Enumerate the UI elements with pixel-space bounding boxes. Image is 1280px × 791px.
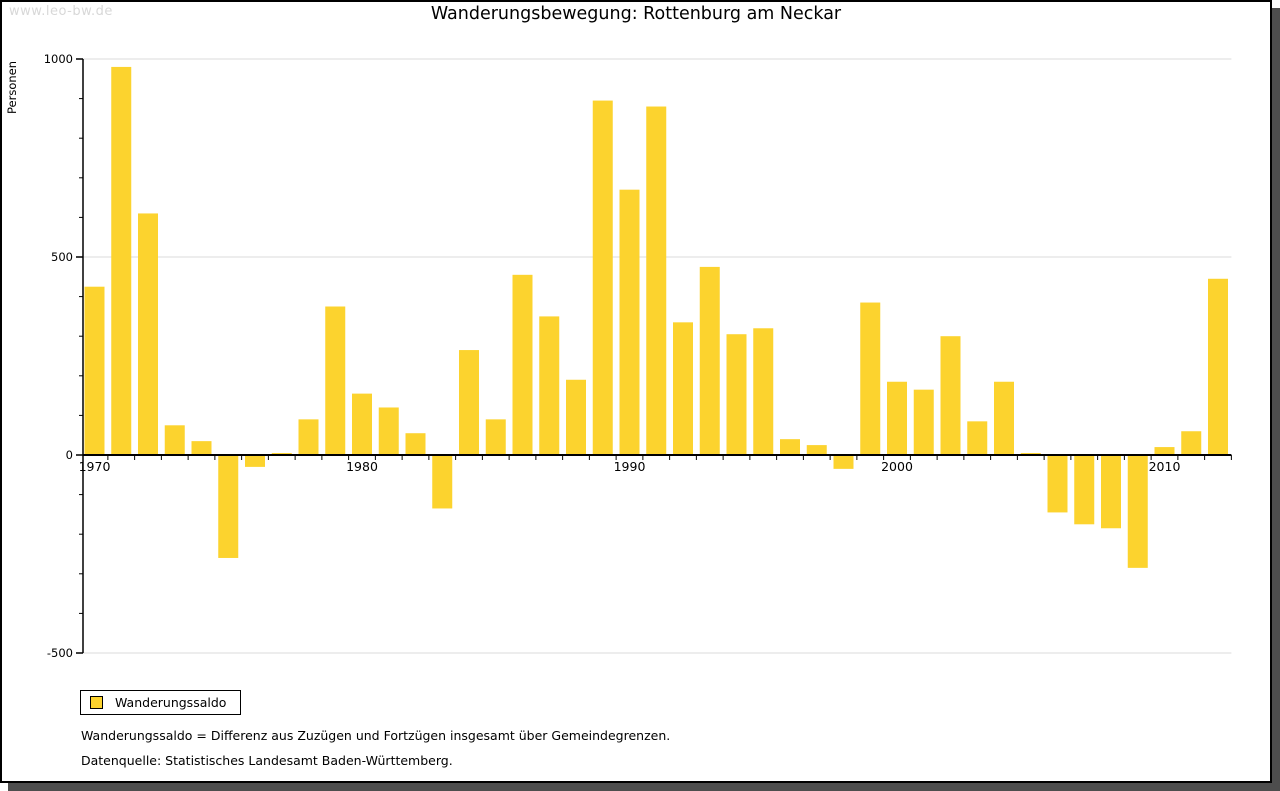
bar-1980 xyxy=(352,393,372,455)
bar-2000 xyxy=(887,381,907,455)
bar-1972 xyxy=(138,213,158,455)
bar-1970 xyxy=(84,286,105,455)
watermark-leo-bw: www.leo-bw.de xyxy=(9,4,113,19)
bar-1990 xyxy=(619,189,640,455)
bar-1998 xyxy=(833,455,854,469)
bar-1995 xyxy=(753,328,774,455)
bar-1992 xyxy=(673,322,693,455)
bar-1976 xyxy=(245,455,265,467)
bar-2003 xyxy=(967,421,988,455)
bar-1988 xyxy=(566,379,586,455)
bar-1991 xyxy=(646,106,667,456)
bar-1983 xyxy=(432,455,453,509)
bar-2004 xyxy=(994,381,1014,455)
bar-1987 xyxy=(539,316,560,455)
bar-2006 xyxy=(1047,455,1068,513)
x-tick-label-1990: 1990 xyxy=(614,459,646,474)
y-tick-label-1000: 1000 xyxy=(44,52,73,66)
x-tick-label-1980: 1980 xyxy=(346,459,378,474)
bar-1973 xyxy=(164,425,185,455)
footnote-definition: Wanderungssaldo = Differenz aus Zuzügen … xyxy=(81,728,671,743)
bar-1996 xyxy=(780,439,800,455)
bar-2010 xyxy=(1154,447,1175,455)
bar-1979 xyxy=(325,306,346,455)
y-tick-label-500: 500 xyxy=(51,250,73,264)
bar-2012 xyxy=(1208,278,1228,455)
bar-1984 xyxy=(459,350,479,455)
legend-label: Wanderungssaldo xyxy=(115,695,227,710)
bar-1997 xyxy=(806,445,827,455)
legend: Wanderungssaldo xyxy=(80,690,242,715)
bar-1974 xyxy=(191,441,212,455)
bar-2001 xyxy=(913,389,934,455)
bar-1994 xyxy=(726,334,747,455)
bar-1993 xyxy=(699,266,720,455)
footnote-datasource: Datenquelle: Statistisches Landesamt Bad… xyxy=(81,753,453,768)
x-tick-label-1970: 1970 xyxy=(79,459,111,474)
bar-1978 xyxy=(298,419,319,455)
bar-1989 xyxy=(592,100,613,455)
bar-1981 xyxy=(378,407,399,455)
bar-2009 xyxy=(1127,455,1148,568)
bar-1971 xyxy=(111,66,132,456)
bar-2008 xyxy=(1101,455,1121,529)
bar-1975 xyxy=(218,455,239,558)
x-tick-label-2010: 2010 xyxy=(1149,459,1181,474)
bar-2007 xyxy=(1074,455,1095,525)
y-tick-label--500: -500 xyxy=(47,646,73,660)
chart-title: Wanderungsbewegung: Rottenburg am Neckar xyxy=(430,4,842,24)
bar-1982 xyxy=(405,433,426,455)
bar-2011 xyxy=(1181,431,1202,455)
bar-1999 xyxy=(860,302,881,455)
y-tick-label-0: 0 xyxy=(66,448,73,462)
bar-2002 xyxy=(940,336,961,455)
x-tick-label-2000: 2000 xyxy=(881,459,913,474)
legend-swatch-icon xyxy=(90,696,103,709)
bar-1986 xyxy=(512,274,533,455)
bar-1985 xyxy=(485,419,506,455)
